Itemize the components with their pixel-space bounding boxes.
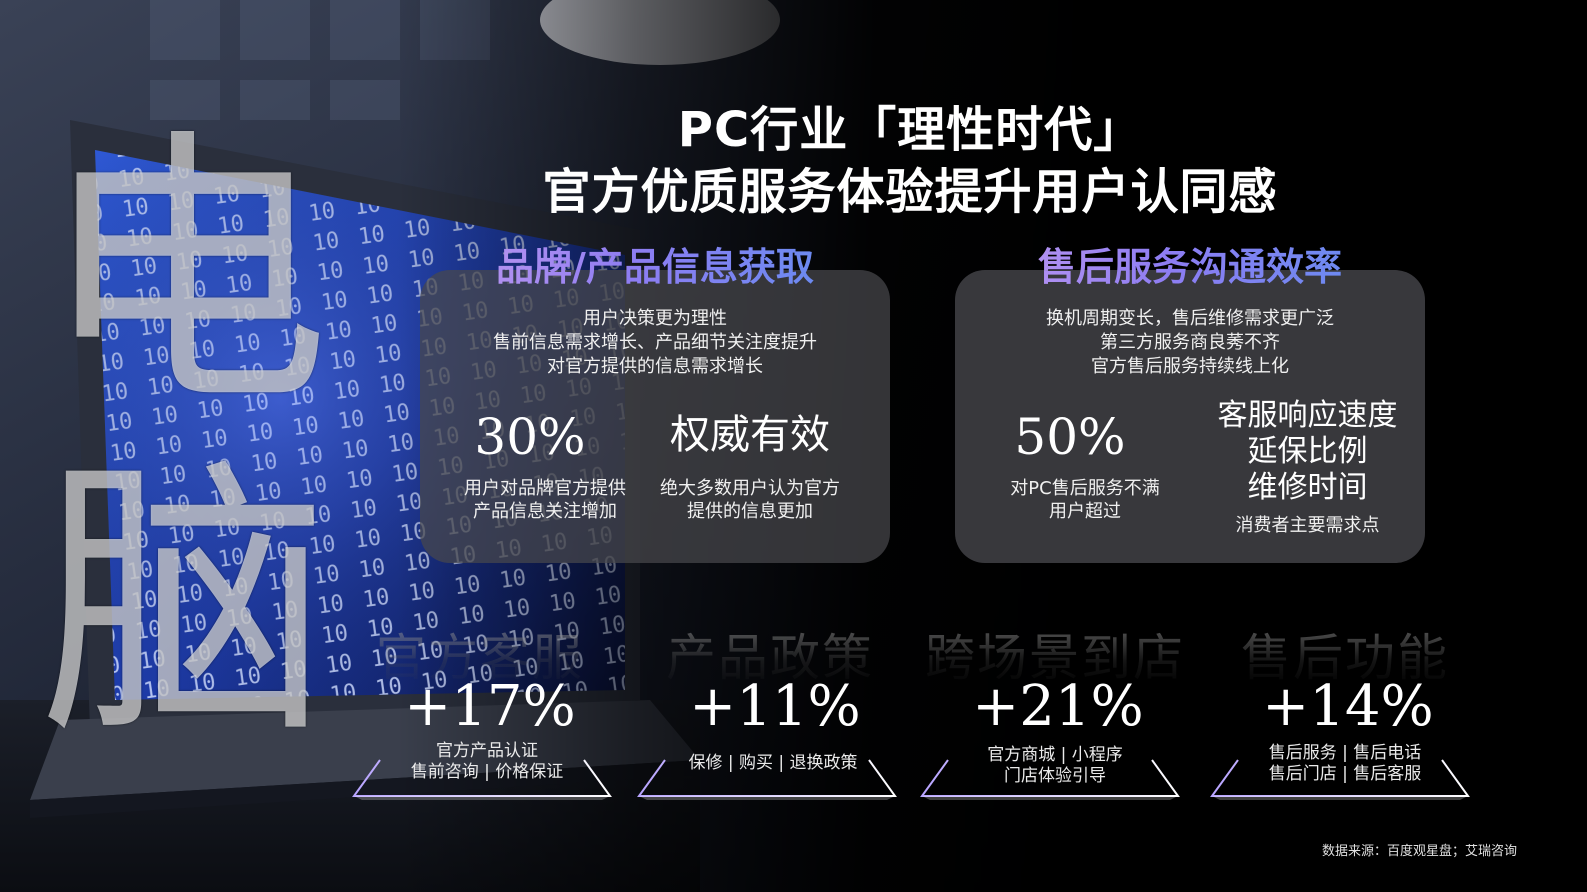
need-item: 维修时间 (1247, 470, 1368, 505)
caption-line: 提供的信息更加 (687, 501, 813, 522)
data-source-note: 数据来源：百度观星盘；艾瑞咨询 (1321, 844, 1517, 859)
after-sales-stat-50-percent: 50% (1014, 408, 1126, 466)
category-percent: +21% (972, 674, 1144, 739)
watermark-text: 电 脑 (40, 106, 330, 773)
description-line: 换机周期变长，售后维修需求更广泛 (1046, 308, 1334, 329)
subtitle-line: 保修 | 购买 | 退换政策 (688, 753, 858, 773)
after-sales-panel (955, 270, 1425, 563)
category-subtitle: 售后服务 | 售后电话 售后门店 | 售后客服 (1215, 743, 1475, 785)
subtitle-line: 官方商城 | 小程序 (987, 745, 1123, 765)
subtitle-line: 门店体验引导 (1004, 766, 1106, 786)
brand-stat-30-percent: 30% (474, 408, 586, 466)
need-item: 延保比例 (1247, 434, 1368, 469)
brand-stat-30-caption: 用户对品牌官方提供 产品信息关注增加 (445, 477, 645, 523)
category-subtitle: 官方商城 | 小程序 门店体验引导 (925, 745, 1185, 787)
category-ghost-label: 产品政策 (640, 628, 900, 688)
need-item: 客服响应速度 (1217, 398, 1398, 433)
subtitle-line: 售后服务 | 售后电话 (1268, 743, 1422, 763)
brand-info-panel (420, 270, 890, 563)
category-base-decoration (352, 759, 612, 800)
category-subtitle: 保修 | 购买 | 退换政策 (643, 753, 903, 774)
description-line: 售前信息需求增长、产品细节关注度提升 (493, 332, 817, 353)
category-base-decoration (1210, 759, 1470, 800)
after-sales-needs-caption: 消费者主要需求点 (1235, 515, 1380, 536)
subtitle-line: 官方产品认证 (436, 741, 538, 761)
after-sales-heading: 售后服务沟通效率 (955, 242, 1425, 292)
after-sales-stat-50-caption: 对PC售后服务不满 用户超过 (985, 477, 1185, 523)
description-line: 对官方提供的信息需求增长 (547, 356, 763, 377)
category-ghost-label: 售后功能 (1215, 628, 1475, 688)
caption-line: 用户对品牌官方提供 (464, 478, 626, 499)
caption-line: 产品信息关注增加 (473, 501, 617, 522)
brand-info-description: 用户决策更为理性 售前信息需求增长、产品细节关注度提升 对官方提供的信息需求增长 (420, 307, 890, 379)
brand-stat-authority-caption: 绝大多数用户认为官方 提供的信息更加 (648, 477, 852, 523)
subtitle-line: 售后门店 | 售后客服 (1268, 764, 1422, 784)
category-base-decoration (637, 759, 897, 800)
category-ghost-label: 官方客服 (350, 628, 610, 688)
watermark-char-2: 脑 (40, 436, 330, 773)
description-line: 官方售后服务持续线上化 (1091, 356, 1289, 377)
brand-info-heading: 品牌/产品信息获取 (420, 242, 890, 292)
after-sales-description: 换机周期变长，售后维修需求更广泛 第三方服务商良莠不齐 官方售后服务持续线上化 (955, 307, 1425, 379)
category-percent: +11% (689, 674, 861, 739)
watermark-char-1: 电 (40, 106, 330, 443)
category-subtitle: 官方产品认证 售前咨询 | 价格保证 (357, 741, 617, 783)
caption-line: 绝大多数用户认为官方 (660, 478, 840, 499)
category-base-decoration (920, 759, 1180, 800)
page-title-line-1: PC行业「理性时代」 (677, 102, 1143, 158)
subtitle-line: 售前咨询 | 价格保证 (410, 762, 564, 782)
description-line: 用户决策更为理性 (583, 308, 727, 329)
caption-line: 对PC售后服务不满 (1010, 478, 1160, 499)
category-percent: +17% (404, 674, 576, 739)
page-title-line-2: 官方优质服务体验提升用户认同感 (542, 164, 1278, 220)
caption-line: 用户超过 (1049, 501, 1121, 522)
category-percent: +14% (1262, 674, 1434, 739)
brand-stat-authority: 权威有效 (670, 412, 830, 458)
description-line: 第三方服务商良莠不齐 (1100, 332, 1280, 353)
category-ghost-label: 跨场景到店 (925, 629, 1185, 687)
after-sales-needs-list: 客服响应速度 延保比例 维修时间 (1195, 398, 1420, 506)
